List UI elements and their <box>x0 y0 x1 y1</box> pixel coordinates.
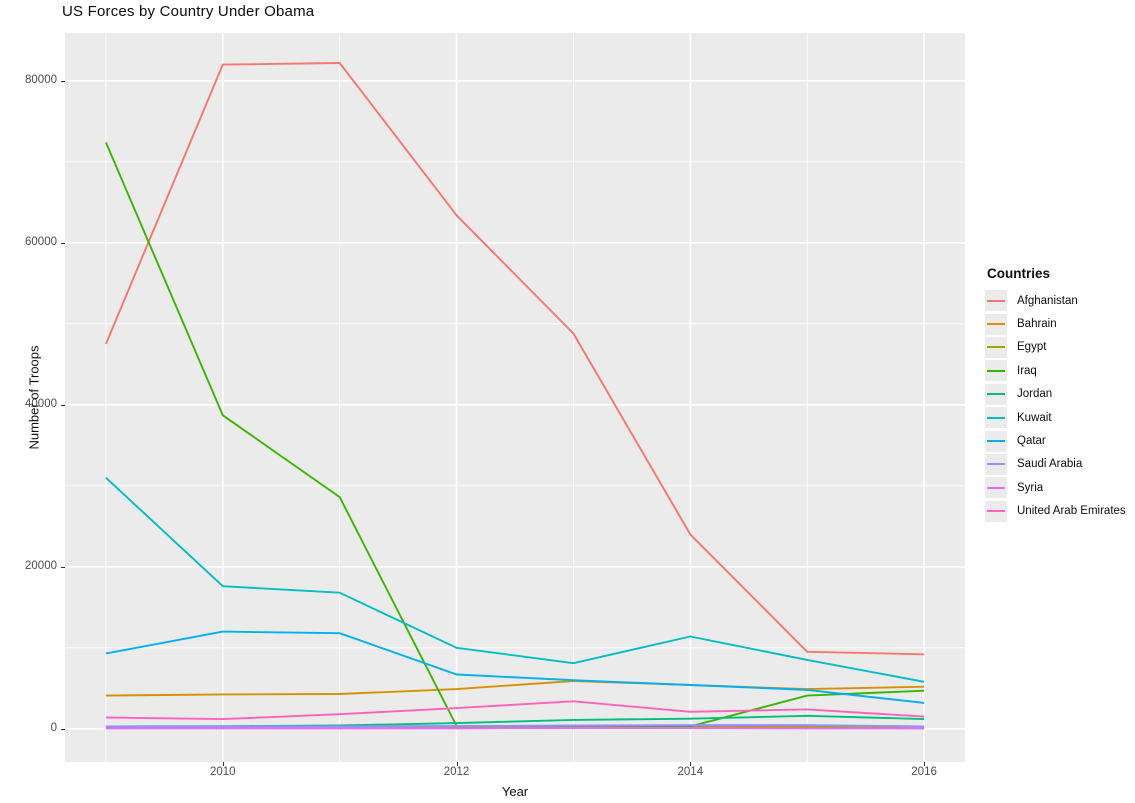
y-tick-label: 60000 <box>25 235 57 248</box>
series-line-kuwait <box>105 477 925 683</box>
x-tick-mark <box>222 762 224 766</box>
legend-item-jordan: Jordan <box>985 383 1126 406</box>
legend-item-kuwait: Kuwait <box>985 406 1126 429</box>
legend-label: Syria <box>1017 481 1044 494</box>
legend-key-line <box>987 510 1005 513</box>
y-axis-title: Number of Troops <box>26 345 42 450</box>
legend-key <box>985 407 1007 429</box>
y-tick-mark <box>61 80 65 82</box>
legend-key <box>985 290 1007 312</box>
legend-key <box>985 430 1007 452</box>
x-tick-mark <box>690 762 692 766</box>
legend-item-egypt: Egypt <box>985 336 1126 359</box>
y-tick-mark <box>61 566 65 568</box>
legend-label: Kuwait <box>1017 411 1052 424</box>
x-tick-label: 2010 <box>209 766 236 778</box>
legend-key <box>985 500 1007 522</box>
chart-canvas <box>65 33 965 762</box>
legend-label: United Arab Emirates <box>1017 505 1126 518</box>
legend-key <box>985 383 1007 405</box>
legend-label: Bahrain <box>1017 318 1057 331</box>
y-tick-mark <box>61 728 65 730</box>
x-tick-mark <box>456 762 458 766</box>
series-line-afghanistan <box>105 62 925 656</box>
legend-key <box>985 313 1007 335</box>
legend-item-afghanistan: Afghanistan <box>985 289 1126 312</box>
legend-item-bahrain: Bahrain <box>985 312 1126 335</box>
legend-label: Iraq <box>1017 364 1037 377</box>
page-title: US Forces by Country Under Obama <box>62 3 315 20</box>
legend-key <box>985 360 1007 382</box>
legend-item-saudi-arabia: Saudi Arabia <box>985 453 1126 476</box>
legend-label: Jordan <box>1017 388 1053 401</box>
y-tick-label: 40000 <box>25 397 57 410</box>
legend-item-qatar: Qatar <box>985 429 1126 452</box>
legend-label: Qatar <box>1017 435 1046 448</box>
x-axis-title: Year <box>501 784 529 799</box>
x-tick-mark <box>924 762 926 766</box>
x-tick-label: 2016 <box>911 766 937 778</box>
legend-title: Countries <box>987 266 1051 281</box>
legend-key-line <box>987 346 1005 349</box>
series-line-syria <box>105 727 925 730</box>
legend-items: Afghanistan Bahrain Egypt Iraq Jordan Kuwait Q… <box>985 289 1126 523</box>
legend-key-line <box>987 323 1005 326</box>
legend-key-line <box>987 463 1005 466</box>
legend-item-syria: Syria <box>985 476 1126 499</box>
legend-key-line <box>987 299 1005 302</box>
y-tick-label: 80000 <box>25 73 57 86</box>
legend-key-line <box>987 416 1005 419</box>
y-tick-mark <box>61 242 65 244</box>
legend-label: Saudi Arabia <box>1017 458 1083 471</box>
legend-label: Afghanistan <box>1017 294 1078 307</box>
chart-panel <box>65 33 965 762</box>
series-line-qatar <box>105 630 925 704</box>
legend-key-line <box>987 393 1005 396</box>
legend-key <box>985 453 1007 475</box>
legend-item-iraq: Iraq <box>985 359 1126 382</box>
series-line-saudi-arabia <box>105 724 925 728</box>
y-tick-mark <box>61 404 65 406</box>
legend-label: Egypt <box>1017 341 1047 354</box>
x-tick-label: 2012 <box>443 766 470 778</box>
legend-item-united-arab-emirates: United Arab Emirates <box>985 500 1126 523</box>
legend-key <box>985 477 1007 499</box>
x-tick-label: 2014 <box>677 766 704 778</box>
legend-key-line <box>987 440 1005 443</box>
series-line-united-arab-emirates <box>105 700 925 721</box>
y-tick-label: 20000 <box>25 559 57 572</box>
legend-key-line <box>987 369 1005 372</box>
legend: Countries Afghanistan Bahrain Egypt Iraq Jor… <box>985 266 1126 523</box>
y-tick-label: 0 <box>50 721 57 734</box>
legend-key-line <box>987 486 1005 489</box>
legend-key <box>985 336 1007 358</box>
